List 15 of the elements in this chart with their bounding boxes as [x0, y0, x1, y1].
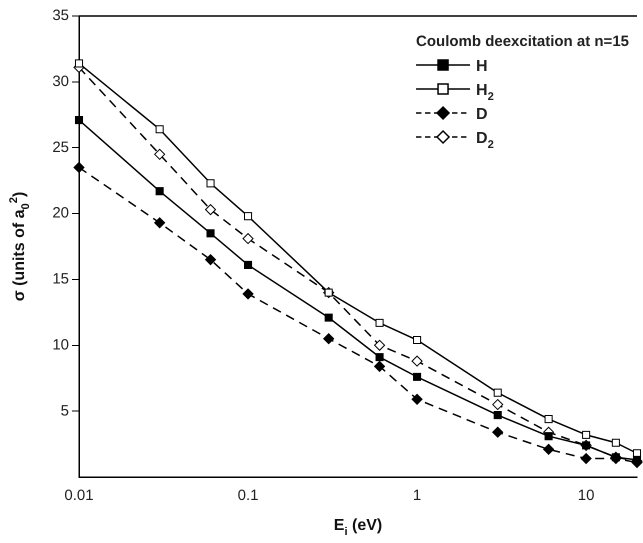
- x-tick-label: 1: [412, 487, 422, 504]
- legend-label: D: [476, 106, 488, 123]
- y-axis-title: σ (units of a02): [8, 192, 32, 302]
- y-tick-label: 20: [52, 204, 69, 222]
- y-tick-label: 35: [52, 7, 69, 24]
- x-tick-label: 10: [578, 487, 594, 504]
- x-tick-label: 0.1: [238, 487, 258, 504]
- y-tick-label: 25: [52, 138, 69, 156]
- legend-title: Coulomb deexcitation at n=15: [416, 33, 630, 50]
- y-tick-label: 5: [60, 402, 69, 420]
- x-tick-label: 0.01: [64, 487, 94, 504]
- y-tick-label: 15: [52, 270, 69, 288]
- legend-label: H: [476, 58, 488, 75]
- y-tick-label: 10: [52, 336, 69, 354]
- y-tick-label: 30: [52, 73, 69, 90]
